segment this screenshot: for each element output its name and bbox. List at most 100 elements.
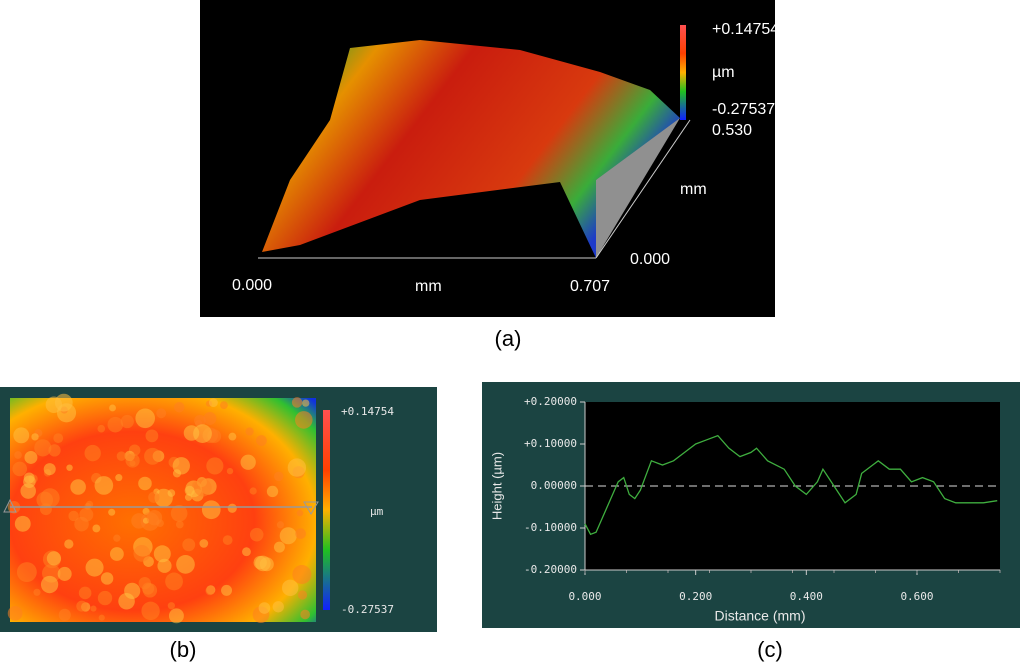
panel-c: Height (µm) Distance (mm) (c) +0.20000 +0… [482, 382, 1020, 662]
bump [133, 545, 151, 562]
bump [36, 491, 54, 509]
bump [146, 509, 163, 526]
bump [24, 450, 38, 464]
bump [78, 586, 92, 600]
y-tick-label: 0.00000 [531, 479, 577, 492]
bump [141, 601, 160, 621]
bump [70, 479, 86, 495]
bump [97, 590, 113, 606]
bump [23, 472, 35, 484]
bump [255, 555, 271, 572]
bump [291, 397, 303, 408]
x-unit: mm [415, 278, 442, 295]
bump [165, 572, 183, 591]
panel-b: +0.14754 µm -0.27537 (b) [0, 387, 437, 662]
bump [48, 444, 61, 457]
bump [120, 414, 134, 429]
bump [258, 602, 271, 614]
bump [228, 432, 237, 441]
bump [300, 609, 311, 620]
bump [138, 476, 152, 491]
y-min-label: 0.000 [630, 251, 670, 268]
x-max-label: 0.707 [570, 278, 610, 295]
bump [43, 463, 56, 476]
colorbar [680, 25, 686, 120]
colorbar-min: -0.27537 [341, 603, 394, 616]
bump [208, 398, 218, 408]
panel-a: +0.14754 µm -0.27537 0.530 mm 0.000 0.00… [200, 0, 779, 351]
axis-line [595, 119, 691, 259]
bump [173, 401, 185, 413]
bump [287, 458, 307, 477]
bump [84, 444, 101, 462]
bump [57, 566, 72, 581]
bump [221, 584, 233, 596]
bump [148, 491, 160, 503]
bump [279, 527, 297, 545]
bump [272, 601, 284, 613]
bump [125, 453, 140, 468]
bump [255, 435, 267, 446]
bump [205, 586, 215, 596]
bump [222, 535, 233, 545]
bump [12, 461, 28, 477]
bump [98, 614, 105, 621]
bump [135, 408, 156, 429]
bump [154, 488, 173, 508]
bump [295, 528, 306, 539]
bump [7, 605, 23, 621]
bump [168, 608, 184, 624]
bump [193, 478, 212, 497]
bump [13, 427, 30, 444]
bump [184, 493, 193, 501]
bump [249, 527, 264, 542]
bump [109, 547, 124, 561]
x-min-label: 0.000 [232, 277, 272, 294]
bump [240, 454, 256, 470]
bump [297, 590, 308, 600]
bump [34, 439, 52, 457]
bump [242, 547, 251, 557]
profile-line [584, 434, 998, 536]
bump [156, 408, 167, 419]
colorbar-min: -0.27537 [712, 101, 775, 118]
bump [175, 520, 184, 529]
bump [276, 521, 285, 529]
x-tick-label: 0.200 [679, 590, 712, 603]
x-tick-label: 0.400 [790, 590, 823, 603]
bump [94, 476, 114, 495]
bump [109, 404, 116, 412]
bump [14, 515, 31, 532]
surface-side [596, 118, 680, 258]
bump [141, 582, 155, 595]
bump [115, 474, 123, 482]
y-unit: mm [680, 181, 707, 198]
x-tick-label: 0.600 [900, 590, 933, 603]
y-tick-label: +0.10000 [524, 437, 577, 450]
bump [201, 500, 221, 520]
bump [45, 396, 63, 413]
y-tick-label: +0.20000 [524, 395, 577, 408]
caption: (b) [170, 637, 197, 662]
bump [296, 509, 304, 517]
profile-marker [303, 501, 319, 515]
bump [76, 600, 88, 612]
bump [295, 411, 313, 429]
bump [108, 508, 116, 516]
bump [153, 545, 171, 563]
caption: (a) [495, 326, 522, 351]
bump [226, 467, 234, 475]
bump [107, 416, 124, 433]
x-tick-label: 0.000 [568, 590, 601, 603]
bump [90, 605, 97, 612]
bump [172, 457, 190, 475]
colorbar-max: +0.14754 [341, 405, 394, 418]
bump [144, 447, 162, 465]
bump [64, 539, 74, 549]
bump [170, 505, 188, 522]
bump [116, 451, 127, 461]
bump [206, 457, 224, 475]
bump [92, 524, 101, 533]
bump [273, 541, 285, 553]
